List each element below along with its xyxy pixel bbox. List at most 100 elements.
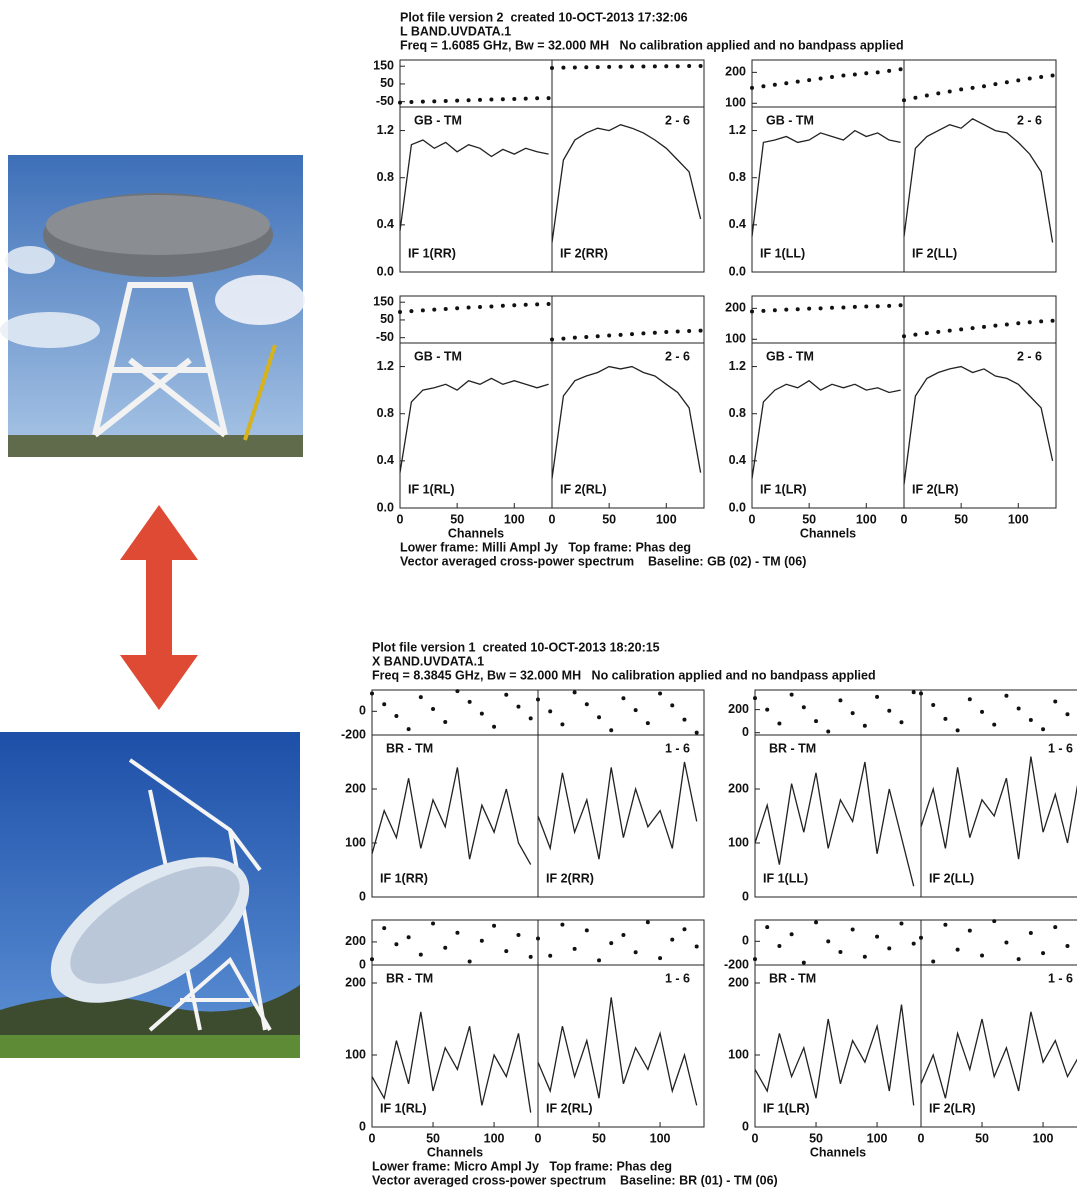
y-tick-label: 50 [380, 312, 394, 326]
phase-point [948, 90, 952, 94]
phase-point [641, 331, 645, 335]
phase-point [382, 926, 386, 930]
y-tick-label: 0 [742, 889, 749, 903]
phase-point [398, 310, 402, 314]
phase-point [550, 337, 554, 341]
x-tick-label: 0 [749, 512, 756, 526]
phase-point [670, 703, 674, 707]
phase-point [887, 69, 891, 73]
x-axis-label: Channels [448, 526, 504, 540]
phase-point [993, 324, 997, 328]
phase-point [480, 939, 484, 943]
phase-point [535, 302, 539, 306]
x-tick-label: 50 [450, 512, 464, 526]
phase-point [432, 99, 436, 103]
phase-point [936, 330, 940, 334]
phase-point [687, 329, 691, 333]
phase-point [619, 65, 623, 69]
y-tick-label: 1.2 [729, 123, 746, 137]
phase-point [1004, 694, 1008, 698]
baseline-label: BR - TM [769, 741, 816, 755]
amp-line [904, 119, 1053, 243]
y-tick-label: 0.0 [377, 264, 394, 278]
phase-point [912, 690, 916, 694]
phase-point [899, 720, 903, 724]
y-tick-label: 0 [742, 934, 749, 948]
x-tick-label: 100 [1033, 1131, 1054, 1145]
phase-point [596, 65, 600, 69]
phase-point [796, 80, 800, 84]
phase-point [550, 66, 554, 70]
phase-point [492, 924, 496, 928]
if-label: IF 2(LL) [912, 246, 957, 260]
phase-point [597, 958, 601, 962]
x-tick-label: 0 [918, 1131, 925, 1145]
phase-point [607, 65, 611, 69]
phase-point [547, 302, 551, 306]
y-tick-label: 100 [345, 835, 366, 849]
phase-point [902, 334, 906, 338]
phase-point [1053, 925, 1057, 929]
x-tick-label: 50 [426, 1131, 440, 1145]
y-tick-label: 200 [728, 702, 749, 716]
phase-point [902, 98, 906, 102]
pair-label: 2 - 6 [1017, 113, 1042, 127]
phase-point [802, 961, 806, 965]
x-tick-label: 100 [656, 512, 677, 526]
phase-point [370, 957, 374, 961]
phase-point [658, 956, 662, 960]
phase-point [807, 78, 811, 82]
phase-point [864, 305, 868, 309]
y-tick-label: 200 [728, 975, 749, 989]
y-tick-label: 200 [725, 65, 746, 79]
phase-point [777, 944, 781, 948]
y-tick-label: 150 [373, 295, 394, 309]
phase-point [653, 64, 657, 68]
phase-point [478, 98, 482, 102]
phase-point [863, 955, 867, 959]
if-label: IF 1(RR) [408, 246, 456, 260]
amp-line [904, 367, 1053, 485]
amp-line [538, 762, 697, 859]
phase-point [398, 101, 402, 105]
y-tick-label: 0 [742, 725, 749, 739]
baseline-label: GB - TM [766, 349, 814, 363]
phase-point [875, 935, 879, 939]
phase-point [646, 920, 650, 924]
phase-point [670, 938, 674, 942]
phase-point [968, 697, 972, 701]
if-label: IF 2(LR) [912, 482, 959, 496]
phase-point [1028, 320, 1032, 324]
phase-point [630, 65, 634, 69]
pair-label: 1 - 6 [665, 741, 690, 755]
y-tick-label: 0.8 [377, 170, 394, 184]
phase-point [838, 950, 842, 954]
if-label: IF 1(LL) [763, 871, 808, 885]
x-tick-label: 100 [484, 1131, 505, 1145]
y-tick-label: 0.8 [729, 170, 746, 184]
phase-point [830, 75, 834, 79]
phase-point [421, 100, 425, 104]
phase-point [1065, 712, 1069, 716]
x-tick-label: 0 [752, 1131, 759, 1145]
plot-header: Freq = 8.3845 GHz, Bw = 32.000 MH No cal… [372, 668, 876, 682]
phase-point [1041, 727, 1045, 731]
phase-point [489, 98, 493, 102]
y-tick-label: 1.2 [377, 123, 394, 137]
y-tick-label: -200 [724, 957, 749, 971]
phase-point [971, 86, 975, 90]
phase-point [1051, 319, 1055, 323]
phase-point [664, 64, 668, 68]
phase-point [814, 719, 818, 723]
phase-point [807, 307, 811, 311]
if-label: IF 2(LR) [929, 1101, 976, 1115]
phase-point [585, 928, 589, 932]
y-tick-label: 200 [345, 934, 366, 948]
amp-line [755, 762, 914, 886]
phase-point [455, 306, 459, 310]
y-tick-label: -50 [376, 330, 394, 344]
photo-effelsberg [0, 155, 305, 457]
phase-point [492, 725, 496, 729]
phase-point [864, 71, 868, 75]
x-tick-label: 0 [535, 1131, 542, 1145]
